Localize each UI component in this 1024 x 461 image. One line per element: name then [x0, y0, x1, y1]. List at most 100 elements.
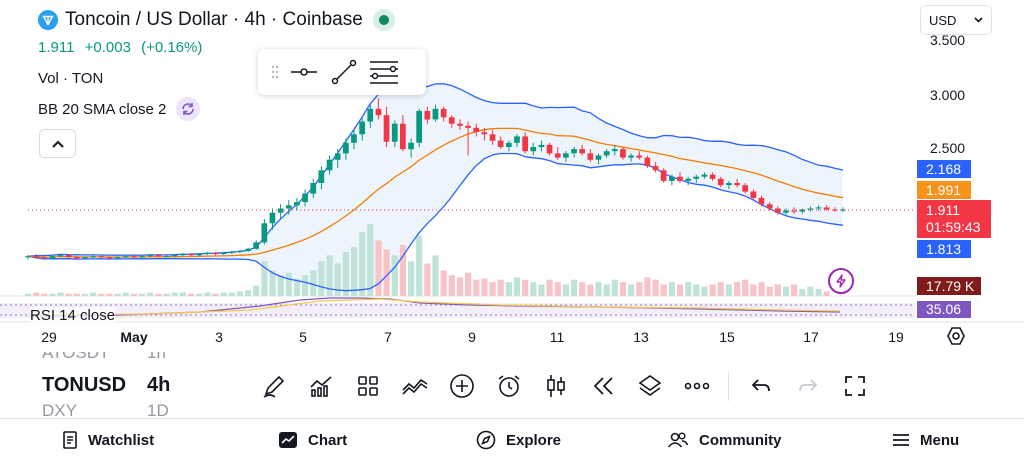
symbol-title[interactable]: Toncoin / US Dollar · 4h · Coinbase	[65, 9, 363, 30]
volume-bar	[285, 272, 292, 296]
community-icon	[667, 432, 689, 448]
volume-bar	[489, 282, 496, 296]
candle	[424, 106, 431, 124]
volume-bar	[334, 263, 341, 296]
volume-bar	[33, 292, 40, 296]
symbol-option-prev[interactable]: ATOSDT 1h	[42, 352, 166, 363]
candle	[212, 251, 219, 256]
candle	[652, 161, 659, 173]
volume-bar	[24, 293, 32, 296]
volume-bar	[758, 282, 765, 296]
volume-bar	[204, 292, 211, 296]
bb-lower-tag: 1.813	[917, 240, 971, 258]
candle	[122, 255, 129, 259]
trend-line-tool-icon[interactable]	[324, 52, 364, 92]
chevron-up-icon	[51, 140, 64, 148]
nav-menu[interactable]: Menu	[892, 432, 959, 449]
candle	[701, 172, 708, 179]
candle	[815, 205, 822, 211]
candle	[269, 208, 276, 230]
candle	[799, 208, 806, 214]
nav-explore[interactable]: Explore	[476, 430, 561, 450]
symbol-picker-wheel[interactable]: ATOSDT 1h TONUSD 4h DXY 1D	[42, 352, 182, 417]
volume-bar	[212, 293, 219, 296]
chart-icon	[279, 432, 297, 448]
volume-bar	[65, 293, 72, 296]
indicators-icon[interactable]	[297, 367, 344, 405]
layers-icon[interactable]	[626, 367, 673, 405]
price-change-abs: +0.003	[84, 39, 131, 56]
volume-bar	[505, 282, 512, 296]
candle	[359, 117, 365, 141]
volume-bar	[636, 282, 643, 296]
candle	[514, 134, 520, 147]
lightning-icon[interactable]	[828, 268, 854, 294]
rsi-indicator-label[interactable]: RSI 14 close	[30, 307, 116, 324]
time-tick: 15	[719, 329, 735, 345]
candle	[693, 174, 700, 183]
candle	[49, 255, 56, 260]
currency-select[interactable]: USD	[920, 5, 992, 35]
price-change: 1.911 +0.003 (+0.16%)	[38, 39, 395, 57]
volume-bar	[432, 255, 439, 296]
fullscreen-icon[interactable]	[831, 367, 878, 405]
candle	[318, 166, 325, 190]
fib-retracement-tool-icon[interactable]	[364, 52, 404, 92]
volume-bar	[236, 291, 243, 296]
add-icon[interactable]	[438, 367, 485, 405]
candle	[742, 183, 748, 194]
horizontal-line-tool-icon[interactable]	[284, 52, 324, 92]
redo-icon[interactable]	[784, 367, 831, 405]
volume-bar	[693, 284, 700, 296]
layout-grid-icon[interactable]	[344, 367, 391, 405]
compare-icon[interactable]	[391, 367, 438, 405]
candle	[758, 195, 765, 207]
candle	[587, 149, 594, 162]
nav-chart[interactable]: Chart	[278, 431, 347, 449]
nav-watchlist[interactable]: Watchlist	[62, 431, 154, 449]
alarm-icon[interactable]	[485, 367, 532, 405]
candle	[334, 149, 341, 169]
drawing-pen-icon[interactable]	[250, 367, 297, 405]
candles-icon[interactable]	[532, 367, 579, 405]
volume-bar	[367, 224, 374, 296]
volume-bar	[644, 277, 651, 296]
collapse-legend-button[interactable]	[39, 129, 76, 158]
undo-icon[interactable]	[737, 367, 784, 405]
time-tick: 19	[888, 329, 904, 345]
candle	[351, 130, 357, 150]
symbol-option-current[interactable]: TONUSD 4h	[42, 374, 170, 397]
candle	[840, 207, 846, 212]
candle	[717, 176, 724, 188]
volume-indicator-label[interactable]: Vol · TON	[38, 69, 104, 87]
candle	[228, 250, 235, 255]
volume-bar	[782, 286, 790, 296]
time-tick: 17	[803, 329, 819, 345]
symbol-option-next[interactable]: DXY 1D	[42, 401, 169, 417]
candle	[65, 254, 72, 259]
candle	[750, 189, 757, 200]
candle	[82, 256, 88, 260]
candle	[277, 204, 284, 220]
chart-settings-icon[interactable]	[946, 326, 966, 346]
bottom-navigation: Watchlist Chart Explore Community Menu	[0, 418, 1024, 461]
nav-community[interactable]: Community	[667, 431, 782, 449]
candle	[408, 138, 414, 158]
candle	[457, 119, 463, 130]
volume-bar	[277, 275, 284, 296]
candle	[685, 176, 691, 186]
bb-indicator-label[interactable]: BB 20 SMA close 2	[38, 97, 395, 121]
drag-handle-icon[interactable]	[266, 52, 284, 92]
candle	[734, 178, 740, 188]
more-icon[interactable]	[673, 367, 720, 405]
replay-icon[interactable]	[579, 367, 626, 405]
refresh-icon[interactable]	[176, 97, 201, 121]
menu-icon	[893, 434, 909, 446]
last-price: 1.911	[38, 39, 75, 56]
market-status-icon[interactable]	[372, 9, 395, 31]
time-tick: 11	[549, 329, 565, 345]
symbol-option-next-tf: 1D	[147, 401, 169, 417]
volume-bar	[774, 284, 781, 296]
volume-bar	[310, 270, 317, 296]
